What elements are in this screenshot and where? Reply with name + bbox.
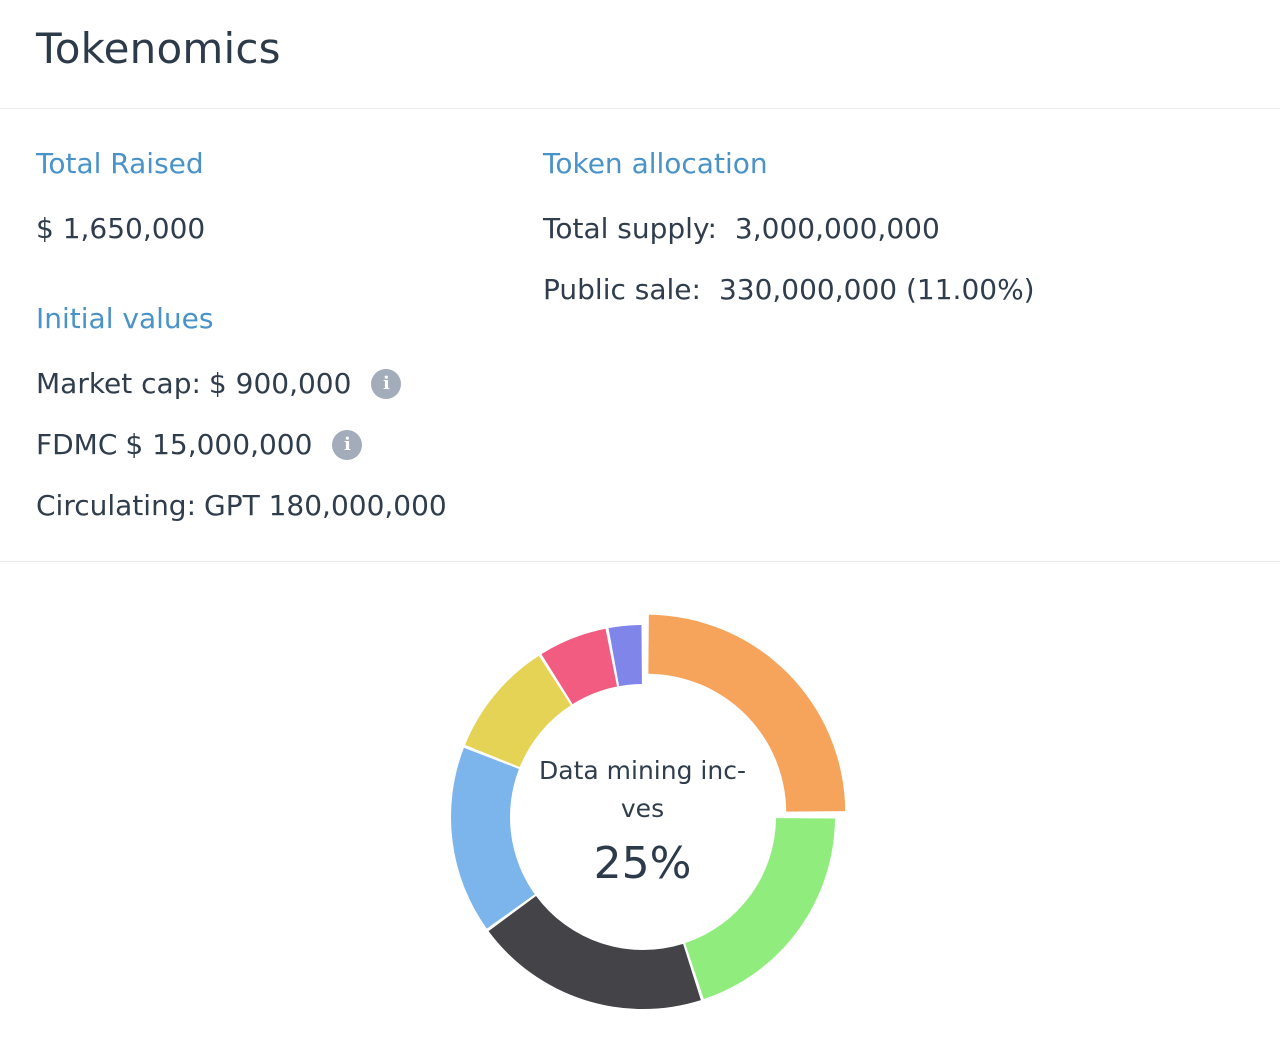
token-allocation-heading: Token allocation [543, 147, 768, 180]
fdmc-label: FDMC [36, 428, 118, 461]
donut-slice[interactable] [685, 818, 835, 1000]
chart-center-label-line: Data mining inc- [539, 756, 746, 785]
info-icon[interactable]: i [371, 368, 402, 399]
info-icon[interactable]: i [332, 429, 363, 460]
chart-center-label: Data mining inc-ves [520, 752, 765, 828]
market-cap-value: $ 900,000 [208, 367, 352, 400]
page-title: Tokenomics [36, 24, 281, 73]
public-sale-label: Public sale: [543, 273, 701, 306]
circulating-label: Circulating: [36, 489, 197, 522]
chart-center-label-line: ves [620, 794, 665, 823]
donut-slice[interactable] [488, 896, 701, 1009]
public-sale-row: Public sale: 330,000,000 (11.00%) [543, 273, 1035, 306]
allocation-chart [0, 562, 1280, 1037]
fdmc-row: FDMC $ 15,000,000 i [36, 428, 363, 461]
donut-slice[interactable] [541, 628, 618, 705]
public-sale-value: 330,000,000 (11.00%) [718, 273, 1035, 306]
circulating-value: GPT 180,000,000 [204, 489, 447, 522]
chart-center-value: 25% [593, 838, 692, 889]
donut-chart [450, 614, 846, 1009]
total-raised-value: $ 1,650,000 [36, 212, 205, 245]
donut-slice[interactable] [648, 614, 846, 812]
fdmc-value: $ 15,000,000 [125, 428, 313, 461]
initial-values-heading: Initial values [36, 302, 214, 335]
donut-slice[interactable] [465, 655, 571, 768]
total-supply-row: Total supply: 3,000,000,000 [543, 212, 940, 245]
circulating-row: Circulating: GPT 180,000,000 [36, 489, 447, 522]
donut-slice[interactable] [608, 625, 642, 687]
market-cap-label: Market cap: [36, 367, 201, 400]
donut-slice[interactable] [450, 747, 535, 929]
header: Tokenomics [0, 0, 1280, 109]
total-raised-amount: $ 1,650,000 [36, 212, 206, 245]
total-supply-label: Total supply: [543, 212, 717, 245]
market-cap-row: Market cap: $ 900,000 i [36, 367, 402, 400]
tokenomics-info: Total Raised $ 1,650,000 Initial values … [0, 109, 1280, 562]
total-raised-heading: Total Raised [36, 147, 204, 180]
total-supply-value: 3,000,000,000 [734, 212, 940, 245]
